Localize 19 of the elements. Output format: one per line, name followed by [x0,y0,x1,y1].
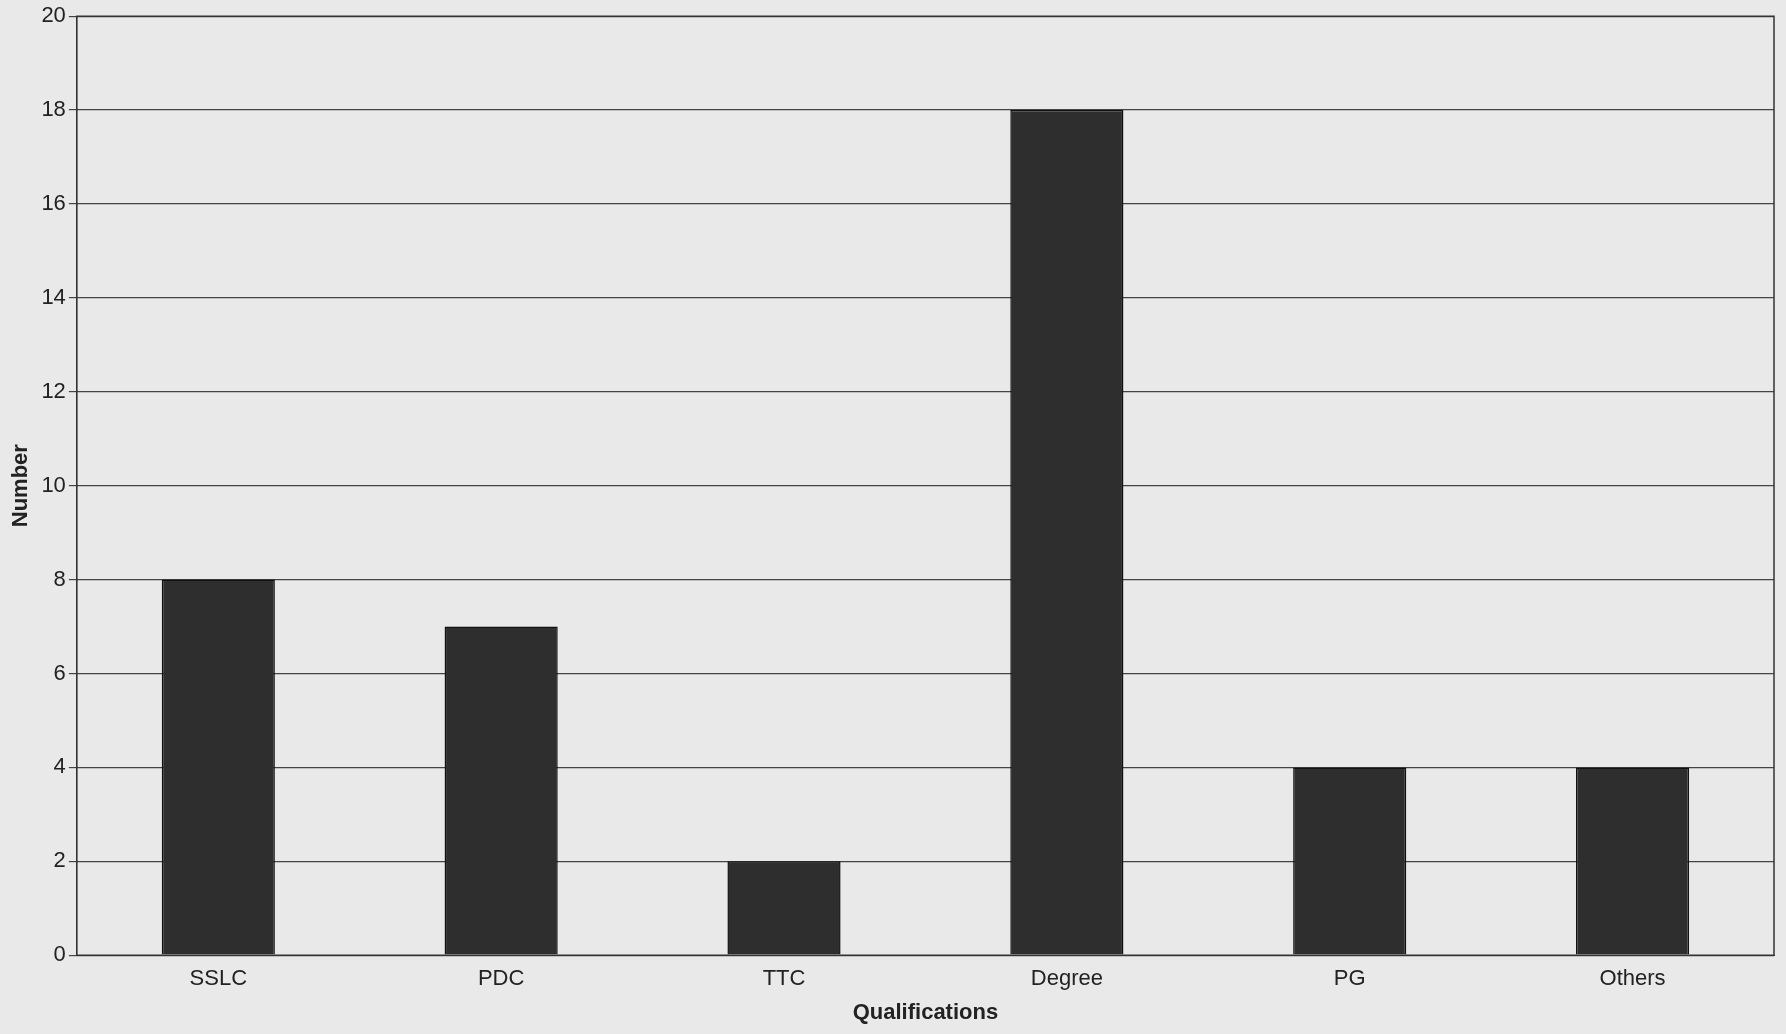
y-tick-label: 16 [41,190,66,216]
y-tick-label: 18 [41,96,66,122]
y-tick-label: 8 [53,565,66,591]
y-axis-title: Number [7,443,33,528]
y-tick-label: 6 [53,659,66,685]
x-tick-label: TTC [762,965,806,991]
y-tick-label: 2 [53,847,66,873]
y-tick-label: 4 [53,753,66,779]
y-tick-label: 12 [41,377,66,403]
y-tick-label: 14 [41,283,66,309]
y-tick-label: 0 [53,941,66,967]
y-tick-label: 20 [41,2,66,28]
x-axis-title: Qualifications [852,998,999,1024]
x-tick-label: Others [1599,965,1666,991]
x-tick-label: Degree [1030,965,1103,991]
x-tick-label: PG [1333,965,1366,991]
y-tick-label: 10 [41,471,66,497]
x-tick-label: SSLC [189,965,248,991]
x-tick-label: PDC [477,965,525,991]
